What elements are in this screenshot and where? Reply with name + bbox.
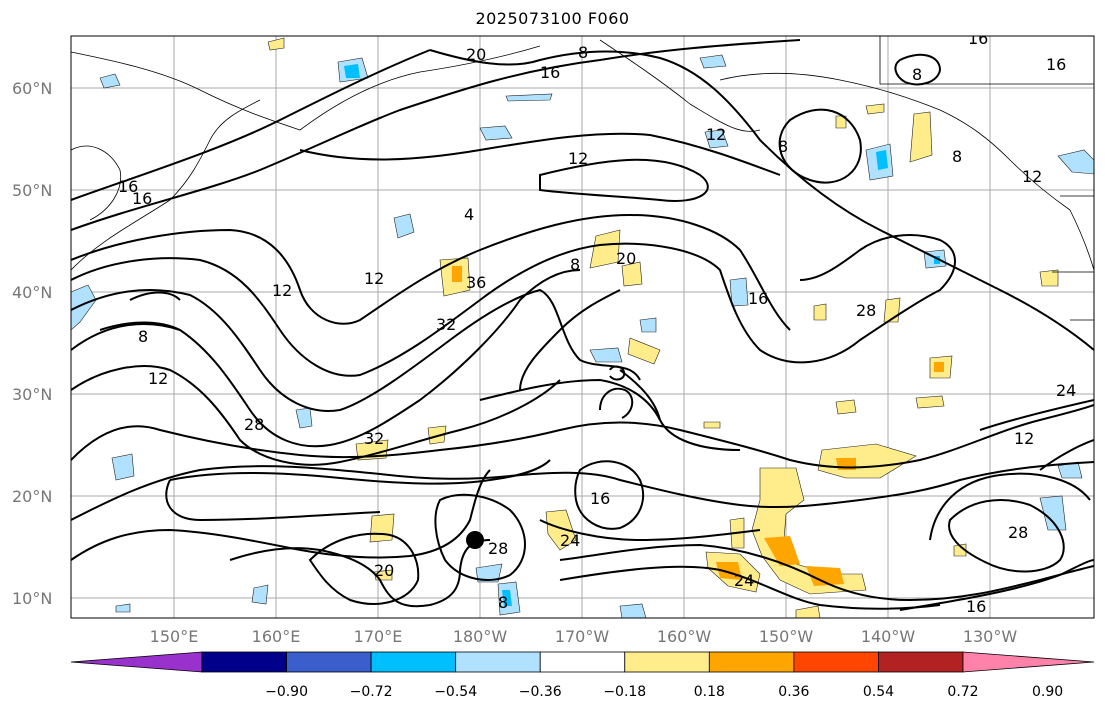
contour-label: 24 <box>734 571 754 590</box>
height-contours <box>71 39 1094 611</box>
contour-label: 16 <box>748 289 768 308</box>
contour-label: 16 <box>132 189 152 208</box>
lat-label: 60°N <box>12 79 52 98</box>
contour-label: 12 <box>706 125 726 144</box>
contour-label: 4 <box>464 205 474 224</box>
colorbar-segment <box>370 651 457 673</box>
lon-label: 130°W <box>963 627 1018 646</box>
lon-label: 170°E <box>354 627 403 646</box>
colorbar-segment <box>793 651 879 673</box>
colorbar-segment <box>455 651 541 673</box>
contour-label: 28 <box>488 539 508 558</box>
contour-label: 16 <box>966 597 986 616</box>
colorbar-segment <box>878 651 964 673</box>
colorbar-segment <box>539 651 626 673</box>
contour-label: 20 <box>374 561 394 580</box>
contour-label: 8 <box>778 137 788 156</box>
map-title: 2025073100 F060 <box>475 9 630 28</box>
lon-label: 150°W <box>759 627 814 646</box>
contour-label: 8 <box>952 147 962 166</box>
contour-label: 12 <box>1014 429 1034 448</box>
tropical-cyclone-marker <box>466 531 484 549</box>
positive-shading <box>267 37 1059 618</box>
colorbar-tick-label: −0.90 <box>265 684 308 700</box>
lon-label: 160°E <box>252 627 301 646</box>
contour-label: 36 <box>466 273 486 292</box>
colorbar-extend-max <box>962 651 1095 673</box>
contour-label: 8 <box>912 65 922 84</box>
contour-label: 8 <box>578 43 588 62</box>
contour-label: 24 <box>1056 381 1076 400</box>
contour-label: 28 <box>856 301 876 320</box>
contour-labels: 20 8 16 16 12 12 8 8 16 16 8 16 12 12 12… <box>118 29 1076 616</box>
colorbar-labels: −0.90 −0.72 −0.54 −0.36 −0.18 0.18 0.36 0.54 0.7… <box>265 684 1063 700</box>
longitude-labels: 150°E 160°E 170°E 180°W 170°W 160°W 150°… <box>150 627 1018 646</box>
colorbar-tick-label: 0.90 <box>1032 684 1063 700</box>
colorbar-tick-label: 0.36 <box>778 684 809 700</box>
contour-label: 12 <box>364 269 384 288</box>
map-frame <box>70 35 1095 619</box>
contour-label: 12 <box>148 369 168 388</box>
contour-label: 12 <box>568 149 588 168</box>
contour-label: 16 <box>118 177 138 196</box>
contour-label: 20 <box>616 249 636 268</box>
lon-label: 140°W <box>861 627 916 646</box>
lon-label: 160°W <box>657 627 712 646</box>
lat-label: 50°N <box>12 181 52 200</box>
colorbar <box>70 651 1095 673</box>
lat-label: 40°N <box>12 283 52 302</box>
contour-label: 12 <box>1022 167 1042 186</box>
colorbar-tick-label: 0.72 <box>947 684 978 700</box>
colorbar-tick-label: −0.18 <box>603 684 646 700</box>
lat-label: 30°N <box>12 385 52 404</box>
colorbar-tick-label: −0.72 <box>350 684 393 700</box>
contour-label: 24 <box>560 531 580 550</box>
contour-label: 32 <box>364 429 384 448</box>
contour-label: 8 <box>498 593 508 612</box>
colorbar-segment <box>624 651 710 673</box>
lat-label: 20°N <box>12 487 52 506</box>
contour-label: 12 <box>272 281 292 300</box>
contour-label: 16 <box>968 29 988 48</box>
colorbar-extend-min <box>70 651 203 673</box>
colorbar-tick-label: 0.54 <box>863 684 894 700</box>
lon-label: 170°W <box>555 627 610 646</box>
lon-label: 180°W <box>453 627 508 646</box>
graticule <box>71 36 1094 618</box>
lon-label: 150°E <box>150 627 199 646</box>
contour-label: 28 <box>1008 523 1028 542</box>
contour-label: 32 <box>436 315 456 334</box>
colorbar-tick-label: −0.54 <box>434 684 477 700</box>
colorbar-segment <box>286 651 372 673</box>
lat-label: 10°N <box>12 589 52 608</box>
colorbar-segment <box>708 651 795 673</box>
colorbar-tick-label: −0.36 <box>519 684 562 700</box>
colorbar-tick-label: 0.18 <box>694 684 725 700</box>
strong-negative-shading <box>344 64 940 606</box>
latitude-labels: 60°N 50°N 40°N 30°N 20°N 10°N <box>12 79 52 608</box>
contour-label: 16 <box>590 489 610 508</box>
colorbar-segment <box>201 651 287 673</box>
contour-label: 16 <box>540 63 560 82</box>
contour-label: 16 <box>1046 55 1066 74</box>
contour-label: 8 <box>570 255 580 274</box>
contour-label: 20 <box>466 45 486 64</box>
contour-label: 8 <box>138 327 148 346</box>
contour-label: 28 <box>244 415 264 434</box>
